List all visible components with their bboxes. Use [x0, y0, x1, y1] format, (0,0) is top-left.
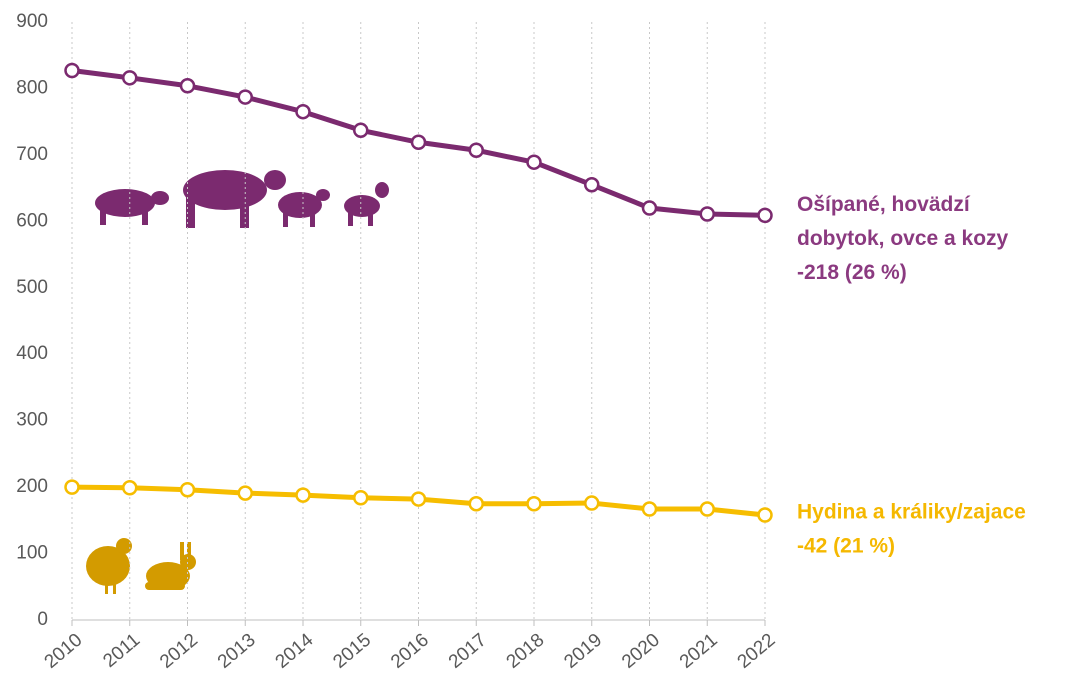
point — [699, 206, 715, 222]
y-tick-label: 100 — [16, 543, 48, 564]
x-tick-label: 2020 — [618, 630, 664, 673]
point — [237, 485, 253, 501]
point — [526, 154, 542, 170]
point — [295, 487, 311, 503]
y-tick-label: 500 — [16, 277, 48, 298]
point — [757, 207, 773, 224]
point — [353, 489, 369, 506]
point — [122, 480, 138, 496]
x-tick-label: 2018 — [503, 630, 549, 673]
x-tick-label: 2015 — [329, 630, 375, 673]
x-tick-label: 2022 — [734, 630, 780, 673]
point — [237, 89, 253, 105]
y-tick-label: 900 — [16, 11, 48, 32]
series-label: dobytok, ovce a kozy — [797, 227, 1009, 250]
x-tick-label: 2013 — [214, 630, 260, 673]
point — [64, 479, 80, 495]
point — [179, 78, 196, 94]
y-tick-label: 400 — [16, 343, 48, 364]
point — [584, 495, 600, 511]
point — [757, 507, 773, 523]
y-tick-label: 200 — [16, 476, 48, 497]
point — [410, 134, 427, 151]
x-tick-label: 2017 — [445, 630, 491, 673]
point — [410, 491, 427, 507]
y-tick-label: 0 — [37, 609, 48, 630]
point — [64, 62, 80, 79]
y-tick-label: 300 — [16, 410, 48, 431]
point — [468, 495, 484, 512]
x-tick-label: 2016 — [387, 630, 433, 673]
series-label: -218 (26 %) — [797, 261, 907, 284]
point — [353, 122, 369, 139]
point — [179, 482, 196, 498]
x-tick-label: 2012 — [156, 630, 202, 673]
x-tick-label: 2021 — [676, 630, 722, 673]
point — [295, 103, 311, 120]
series-label: Hydina a králiky/zajace — [797, 501, 1026, 524]
x-tick-label: 2010 — [41, 630, 87, 673]
series-label: Ošípané, hovädzí — [797, 193, 971, 216]
point — [526, 495, 542, 512]
point — [699, 501, 715, 517]
y-tick-label: 700 — [16, 144, 48, 165]
x-tick-label: 2011 — [99, 630, 144, 672]
point — [641, 501, 658, 517]
point — [584, 177, 600, 193]
y-tick-label: 600 — [16, 210, 48, 231]
x-tick-label: 2019 — [560, 630, 606, 673]
animal-icons — [86, 170, 389, 594]
y-tick-label: 800 — [16, 77, 48, 98]
x-tick-label: 2014 — [272, 629, 318, 673]
series-label: -42 (21 %) — [797, 535, 895, 558]
point — [641, 200, 658, 216]
point — [122, 70, 138, 86]
point — [468, 142, 484, 158]
